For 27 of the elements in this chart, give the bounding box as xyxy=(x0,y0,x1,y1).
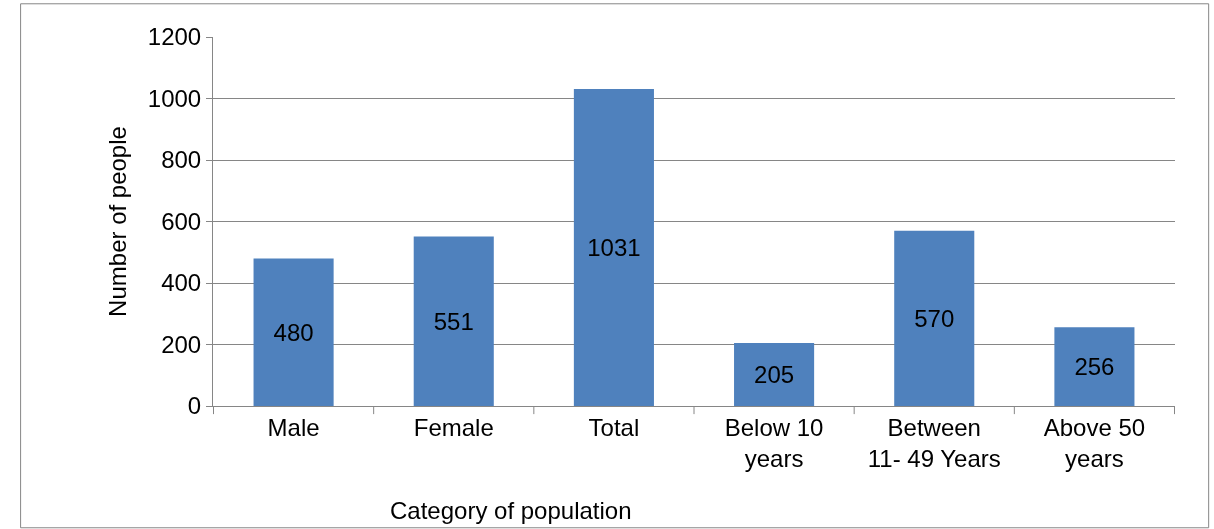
y-tick-label: 1000 xyxy=(147,84,202,112)
data-label: 1031 xyxy=(587,233,641,261)
y-tick-label: 800 xyxy=(161,146,202,174)
bar xyxy=(894,230,975,406)
bar xyxy=(413,236,494,406)
data-label: 256 xyxy=(1074,353,1115,381)
y-tick-label: 600 xyxy=(161,207,202,235)
x-tick-label: Below 10 years xyxy=(724,413,824,472)
x-tick-label: Female xyxy=(413,413,494,441)
data-label: 570 xyxy=(914,304,955,332)
x-tick-label: Total xyxy=(588,413,640,441)
x-tick-label: Male xyxy=(267,413,320,441)
bar xyxy=(573,88,654,406)
data-label: 551 xyxy=(433,307,474,335)
x-tick-label: Above 50 years xyxy=(1043,413,1146,472)
y-tick-label: 0 xyxy=(187,392,202,420)
bar xyxy=(253,258,334,406)
data-label: 205 xyxy=(754,360,795,388)
x-axis-title: Category of population xyxy=(390,497,632,524)
bar xyxy=(734,342,815,406)
y-tick-label: 400 xyxy=(161,269,202,297)
data-label: 480 xyxy=(273,318,314,346)
x-tick-label: Between 11- 49 Years xyxy=(867,413,1001,472)
y-tick-label: 200 xyxy=(161,330,202,358)
bar xyxy=(1054,327,1135,406)
y-axis-title: Number of people xyxy=(103,126,131,317)
y-tick-label: 1200 xyxy=(147,23,202,51)
